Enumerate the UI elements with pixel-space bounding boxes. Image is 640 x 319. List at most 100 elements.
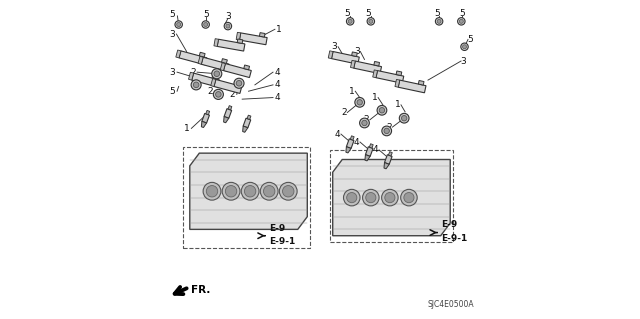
Circle shape xyxy=(260,182,278,200)
Text: SJC4E0500A: SJC4E0500A xyxy=(428,300,474,309)
Polygon shape xyxy=(333,160,450,236)
Text: 5: 5 xyxy=(170,87,175,96)
Polygon shape xyxy=(176,50,181,58)
Circle shape xyxy=(224,22,232,30)
Polygon shape xyxy=(234,81,240,86)
Text: 1: 1 xyxy=(395,100,401,109)
Text: 4: 4 xyxy=(354,137,359,146)
Circle shape xyxy=(204,23,207,26)
Polygon shape xyxy=(388,152,392,156)
Circle shape xyxy=(203,182,221,200)
Circle shape xyxy=(399,113,409,123)
Polygon shape xyxy=(239,33,267,45)
Polygon shape xyxy=(419,80,424,85)
Circle shape xyxy=(360,118,369,128)
Polygon shape xyxy=(328,51,333,59)
Text: 3: 3 xyxy=(461,56,467,65)
Circle shape xyxy=(244,186,256,197)
Circle shape xyxy=(401,115,407,121)
Text: 4: 4 xyxy=(372,145,378,154)
Text: 5: 5 xyxy=(170,11,175,19)
Polygon shape xyxy=(189,72,194,80)
Circle shape xyxy=(435,18,443,25)
Text: 4: 4 xyxy=(275,93,280,102)
Polygon shape xyxy=(365,147,373,156)
Text: 4: 4 xyxy=(335,130,340,138)
Polygon shape xyxy=(332,52,359,64)
Circle shape xyxy=(380,108,385,113)
Circle shape xyxy=(404,193,414,203)
Polygon shape xyxy=(214,39,218,46)
Polygon shape xyxy=(374,62,380,66)
Circle shape xyxy=(461,43,468,50)
Circle shape xyxy=(206,186,218,197)
Circle shape xyxy=(385,193,395,203)
Circle shape xyxy=(279,182,297,200)
Circle shape xyxy=(193,82,199,88)
Polygon shape xyxy=(212,75,218,79)
Polygon shape xyxy=(192,73,220,87)
Circle shape xyxy=(177,23,180,26)
Circle shape xyxy=(348,19,352,23)
Circle shape xyxy=(264,186,275,197)
Text: 5: 5 xyxy=(345,9,351,18)
Text: 4: 4 xyxy=(275,80,280,89)
Text: 2: 2 xyxy=(386,122,392,132)
Circle shape xyxy=(460,19,463,23)
Circle shape xyxy=(282,186,294,197)
Polygon shape xyxy=(199,52,205,57)
Polygon shape xyxy=(247,115,251,120)
Text: 5: 5 xyxy=(467,35,473,44)
Circle shape xyxy=(381,189,398,206)
Circle shape xyxy=(236,80,242,86)
Circle shape xyxy=(362,120,367,126)
Circle shape xyxy=(347,193,357,203)
Polygon shape xyxy=(244,65,250,70)
Polygon shape xyxy=(243,126,248,132)
Polygon shape xyxy=(211,78,216,86)
Polygon shape xyxy=(228,106,232,110)
Text: E-9: E-9 xyxy=(269,224,285,233)
Polygon shape xyxy=(398,80,426,93)
Circle shape xyxy=(382,126,392,136)
Circle shape xyxy=(377,105,387,115)
Polygon shape xyxy=(346,139,354,148)
Circle shape xyxy=(214,71,220,77)
Polygon shape xyxy=(396,71,402,76)
Text: 3: 3 xyxy=(354,47,360,56)
Polygon shape xyxy=(351,60,355,68)
Circle shape xyxy=(437,19,441,23)
Text: 1: 1 xyxy=(349,87,355,96)
Circle shape xyxy=(226,24,230,28)
Circle shape xyxy=(357,100,362,105)
Polygon shape xyxy=(220,63,225,70)
Polygon shape xyxy=(369,144,373,148)
Text: 3: 3 xyxy=(170,68,175,77)
Circle shape xyxy=(355,98,365,107)
Circle shape xyxy=(175,21,182,28)
Circle shape xyxy=(463,45,467,49)
Circle shape xyxy=(401,189,417,206)
Circle shape xyxy=(369,19,373,23)
Circle shape xyxy=(365,193,376,203)
Polygon shape xyxy=(259,33,265,37)
Circle shape xyxy=(346,18,354,25)
Polygon shape xyxy=(190,153,307,229)
Polygon shape xyxy=(372,70,378,78)
Polygon shape xyxy=(384,163,389,169)
Circle shape xyxy=(222,182,240,200)
Polygon shape xyxy=(214,79,242,93)
Text: 2: 2 xyxy=(190,68,196,77)
Text: 3: 3 xyxy=(332,42,337,51)
Circle shape xyxy=(225,186,237,197)
Polygon shape xyxy=(395,79,400,87)
Polygon shape xyxy=(354,61,381,74)
Circle shape xyxy=(202,21,209,28)
Polygon shape xyxy=(385,155,392,164)
Polygon shape xyxy=(243,118,251,128)
Text: 2: 2 xyxy=(230,90,236,99)
Polygon shape xyxy=(351,52,357,56)
Polygon shape xyxy=(223,63,252,78)
Polygon shape xyxy=(202,114,209,123)
Text: 3: 3 xyxy=(225,12,231,21)
